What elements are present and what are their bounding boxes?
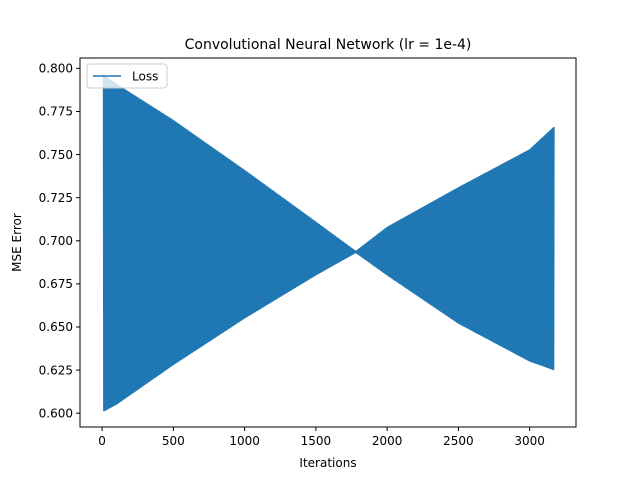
y-tick-label: 0.725 <box>39 191 73 205</box>
x-tick-label: 2500 <box>443 434 474 448</box>
x-tick-label: 2000 <box>372 434 403 448</box>
axes-frame <box>79 57 577 428</box>
loss-series-line <box>102 75 555 412</box>
y-tick-label: 0.650 <box>39 320 73 334</box>
x-tick-label: 500 <box>162 434 185 448</box>
x-tick-label: 0 <box>98 434 106 448</box>
y-tick-label: 0.625 <box>39 363 73 377</box>
legend-box <box>86 63 168 89</box>
x-axis-label: Iterations <box>299 456 356 470</box>
y-tick-label: 0.800 <box>39 62 73 76</box>
plot-area <box>102 75 555 412</box>
y-tick-label: 0.700 <box>39 234 73 248</box>
legend-label-loss: Loss <box>132 70 158 84</box>
x-axis: 0 500 1000 1500 2000 2500 3000 <box>98 427 545 448</box>
y-axis: 0.600 0.625 0.650 0.675 0.700 0.725 0.750 0.775… <box>39 62 80 420</box>
y-tick-label: 0.675 <box>39 277 73 291</box>
y-axis-label: MSE Error <box>10 213 24 272</box>
y-tick-label: 0.775 <box>39 105 73 119</box>
x-tick-label: 3000 <box>514 434 545 448</box>
legend: Loss <box>86 63 168 89</box>
y-tick-label: 0.600 <box>39 406 73 420</box>
x-tick-label: 1500 <box>301 434 332 448</box>
x-tick-label: 1000 <box>229 434 260 448</box>
y-tick-label: 0.750 <box>39 148 73 162</box>
chart-title: Convolutional Neural Network (lr = 1e-4) <box>185 37 472 53</box>
